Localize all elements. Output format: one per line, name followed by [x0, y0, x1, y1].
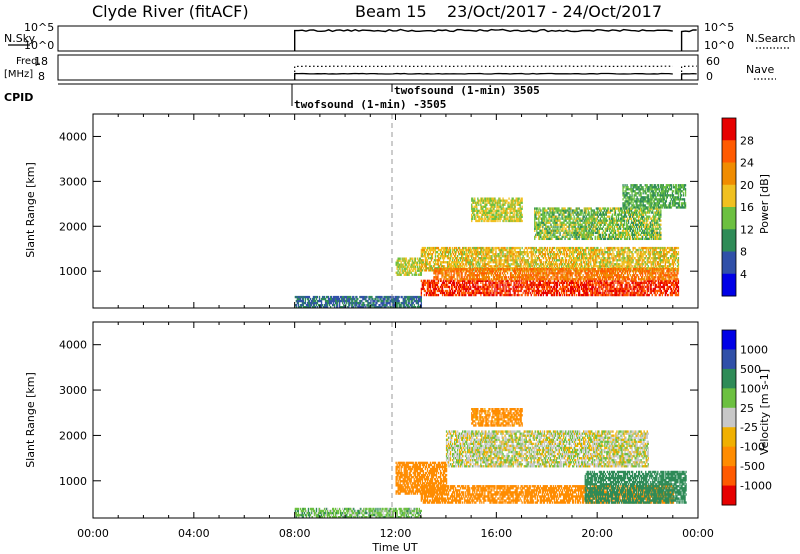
- power-colorbar-swatch-3: [722, 184, 736, 208]
- power-colorbar-tick-6: 28: [740, 134, 754, 147]
- time-tick-6: 00:00: [682, 527, 714, 540]
- velocity-colorbar-tick-5: -100: [740, 441, 765, 454]
- power-colorbar-tick-2: 12: [740, 223, 754, 236]
- velocity-plot: [294, 408, 687, 519]
- velocity-colorbar: 1000 500 100 25 -25 -100 -500 -1000: [721, 329, 772, 506]
- power-colorbar-tick-1: 8: [740, 246, 747, 259]
- power-ytick-1: 2000: [59, 220, 87, 233]
- power-colorbar-tick-5: 24: [740, 157, 754, 170]
- time-tick-1: 04:00: [178, 527, 210, 540]
- velocity-colorbar-swatch-6: [722, 446, 736, 467]
- power-ytick-2: 3000: [59, 175, 87, 188]
- nsky-tick-top: 10^5: [24, 21, 54, 34]
- velocity-colorbar-swatch-8: [722, 485, 736, 506]
- velocity-colorbar-tick-7: -1000: [740, 480, 772, 493]
- power-region-3: [420, 279, 680, 297]
- power-colorbar-tick-3: 16: [740, 201, 754, 214]
- velocity-colorbar-swatch-0: [722, 330, 736, 350]
- power-axis: 1000 2000 3000 4000: [59, 114, 699, 308]
- power-colorbar-tick-4: 20: [740, 179, 754, 192]
- power-region-5: [471, 197, 523, 223]
- time-tick-5: 20:00: [581, 527, 613, 540]
- velocity-ytick-3: 4000: [59, 339, 87, 352]
- velocity-ytick-2: 3000: [59, 384, 87, 397]
- velocity-colorbar-swatch-4: [722, 407, 736, 428]
- power-region-1: [395, 257, 423, 276]
- time-axis-label: Time UT: [371, 541, 417, 554]
- date-range: 23/Oct/2017 - 24/Oct/2017: [447, 2, 662, 21]
- velocity-ylabel: Slant Range [km]: [24, 372, 37, 468]
- velocity-colorbar-tick-1: 500: [740, 363, 761, 376]
- freq-tick-top: 18: [34, 55, 48, 68]
- velocity-region-0: [294, 507, 423, 519]
- nave-tick-bottom: 0: [706, 70, 713, 83]
- velocity-colorbar-swatch-2: [722, 368, 736, 389]
- power-ytick-0: 1000: [59, 265, 87, 278]
- power-colorbar-swatch-7: [722, 273, 736, 297]
- time-tick-labels: 00:00 04:00 08:00 12:00 16:00 20:00 00:00: [77, 527, 714, 540]
- nave-trace: [294, 65, 697, 80]
- velocity-colorbar-swatch-7: [722, 466, 736, 487]
- power-region-4: [433, 268, 679, 281]
- power-colorbar-swatch-4: [722, 207, 736, 230]
- time-tick-3: 12:00: [380, 527, 412, 540]
- power-region-2: [420, 246, 680, 272]
- power-region-7: [622, 184, 687, 209]
- beam-label: Beam 15: [355, 2, 427, 21]
- velocity-colorbar-tick-0: 1000: [740, 343, 768, 356]
- velocity-axis: 1000 2000 3000 4000: [59, 322, 699, 518]
- cpid-label: CPID: [4, 91, 33, 104]
- velocity-region-2: [445, 430, 649, 468]
- velocity-colorbar-label: Velocity [m s-1]: [758, 369, 771, 455]
- freq-panel: [57, 54, 699, 81]
- nave-tick-top: 60: [706, 55, 720, 68]
- velocity-region-5: [471, 408, 523, 427]
- freq-unit: [MHz]: [4, 69, 33, 80]
- time-tick-4: 16:00: [480, 527, 512, 540]
- power-colorbar-tick-0: 4: [740, 268, 747, 281]
- nave-label: Nave: [746, 63, 774, 76]
- power-region-0: [294, 295, 423, 309]
- power-plot: [294, 184, 687, 309]
- power-colorbar-swatch-1: [722, 140, 736, 163]
- power-colorbar-label: Power [dB]: [758, 174, 771, 234]
- nsky-tick-bottom: 10^0: [24, 39, 54, 52]
- power-colorbar-swatch-6: [722, 251, 736, 275]
- freq-tick-bottom: 8: [38, 70, 45, 83]
- nsky-panel: [57, 25, 699, 52]
- power-colorbar: 4 8 12 16 20 24 28: [721, 117, 754, 297]
- nsearch-tick-top: 10^5: [704, 21, 734, 34]
- velocity-colorbar-swatch-3: [722, 388, 736, 409]
- velocity-ytick-1: 2000: [59, 429, 87, 442]
- velocity-colorbar-tick-6: -500: [740, 460, 765, 473]
- velocity-colorbar-swatch-1: [722, 349, 736, 370]
- cpid-entry-1: twofsound (1-min) -3505: [294, 98, 446, 111]
- nsky-trace: [294, 28, 697, 51]
- velocity-colorbar-tick-2: 100: [740, 382, 761, 395]
- freq-trace: [294, 72, 697, 80]
- nsearch-tick-bottom: 10^0: [704, 39, 734, 52]
- velocity-colorbar-tick-3: 25: [740, 402, 754, 415]
- power-colorbar-swatch-0: [722, 118, 736, 141]
- velocity-colorbar-swatch-5: [722, 427, 736, 448]
- power-ytick-3: 4000: [59, 130, 87, 143]
- nsky-label: N.Sky: [4, 32, 36, 45]
- freq-label: Freq.: [16, 56, 41, 67]
- velocity-ytick-0: 1000: [59, 475, 87, 488]
- nsearch-label: N.Search: [746, 32, 796, 45]
- time-tick-2: 08:00: [279, 527, 311, 540]
- power-colorbar-swatch-5: [722, 229, 736, 252]
- power-ylabel: Slant Range [km]: [24, 162, 37, 258]
- cpid-entry-2: twofsound (1-min) 3505: [394, 84, 540, 97]
- station-title: Clyde River (fitACF): [92, 2, 249, 21]
- time-tick-0: 00:00: [77, 527, 109, 540]
- velocity-colorbar-tick-4: -25: [740, 421, 758, 434]
- power-colorbar-swatch-2: [722, 162, 736, 186]
- power-region-6: [534, 207, 662, 241]
- velocity-region-4: [584, 470, 687, 504]
